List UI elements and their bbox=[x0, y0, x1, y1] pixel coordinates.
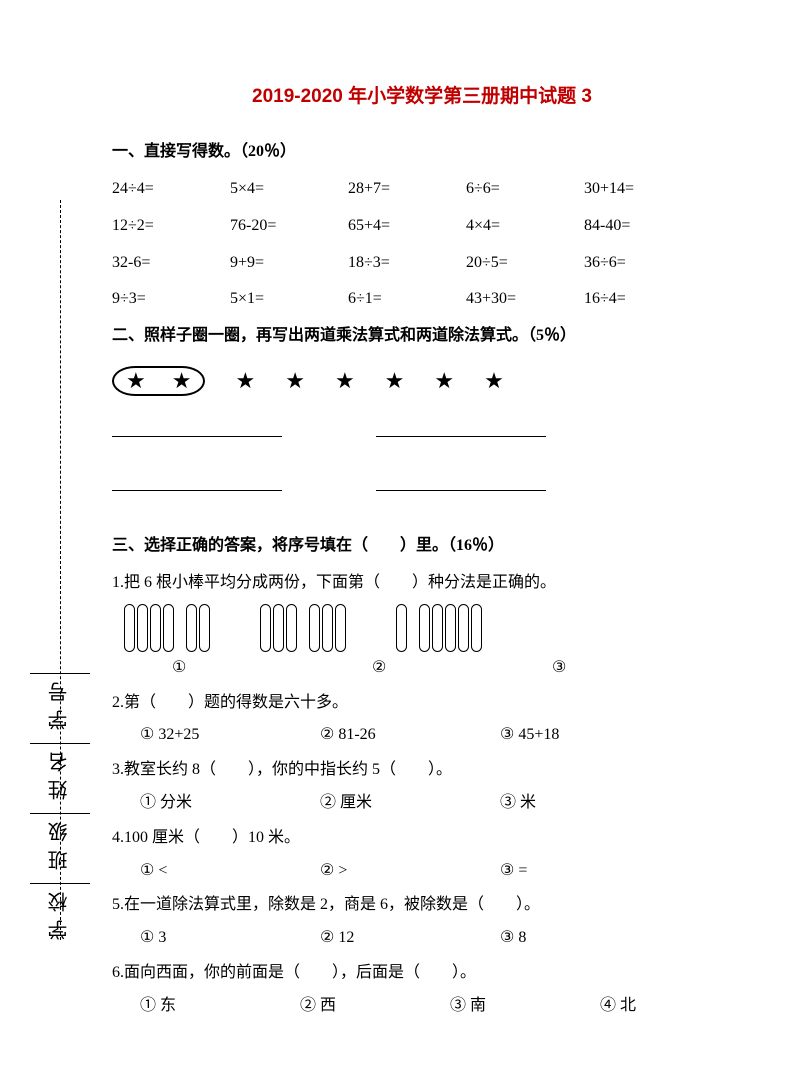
eq: 5×1= bbox=[230, 285, 348, 314]
opt-label: ② bbox=[372, 654, 552, 683]
eq: 9+9= bbox=[230, 249, 348, 278]
eq: 30+14= bbox=[584, 175, 702, 204]
opt: ① 32+25 bbox=[140, 721, 320, 750]
eq-row: 12÷2= 76-20= 65+4= 4×4= 84-40= bbox=[112, 212, 732, 241]
section-3-head: 三、选择正确的答案，将序号填在（ ）里。（16％） bbox=[112, 532, 732, 561]
eq-row: 32-6= 9+9= 18÷3= 20÷5= 36÷6= bbox=[112, 249, 732, 278]
eq: 84-40= bbox=[584, 212, 702, 241]
exam-title: 2019-2020 年小学数学第三册期中试题 3 bbox=[112, 80, 732, 114]
q4-opts: ① < ② > ③ = bbox=[140, 857, 732, 886]
star-icon: ★ bbox=[126, 368, 146, 394]
opt: ① 分米 bbox=[140, 789, 320, 818]
answer-blank[interactable] bbox=[376, 415, 546, 437]
opt: ③ 南 bbox=[450, 992, 600, 1021]
star-icon: ★ bbox=[434, 361, 454, 401]
opt: ④ 北 bbox=[600, 992, 636, 1021]
eq: 5×4= bbox=[230, 175, 348, 204]
sidebar-vertical-labels: 学校 班级 姓名 学号 bbox=[30, 673, 90, 940]
label-class: 班级 bbox=[49, 814, 71, 870]
q4-text: 4.100 厘米（ ）10 米。 bbox=[112, 824, 732, 853]
eq-row: 9÷3= 5×1= 6÷1= 43+30= 16÷4= bbox=[112, 285, 732, 314]
section-2-head: 二、照样子圈一圈，再写出两道乘法算式和两道除法算式。（5％） bbox=[112, 322, 732, 351]
star-icon: ★ bbox=[335, 361, 355, 401]
eq: 24÷4= bbox=[112, 175, 230, 204]
opt: ② 12 bbox=[320, 924, 500, 953]
section-1-head: 一、直接写得数。（20％） bbox=[112, 138, 732, 167]
opt-label: ① bbox=[172, 654, 372, 683]
eq: 32-6= bbox=[112, 249, 230, 278]
star-icon: ★ bbox=[172, 368, 192, 394]
opt: ② 厘米 bbox=[320, 789, 500, 818]
opt: ② 81-26 bbox=[320, 721, 500, 750]
q1-text: 1.把 6 根小棒平均分成两份，下面第（ ）种分法是正确的。 bbox=[112, 569, 732, 598]
eq-row: 24÷4= 5×4= 28+7= 6÷6= 30+14= bbox=[112, 175, 732, 204]
opt-label: ③ bbox=[552, 654, 566, 683]
eq: 4×4= bbox=[466, 212, 584, 241]
eq: 76-20= bbox=[230, 212, 348, 241]
q1-choice-1 bbox=[124, 604, 210, 652]
q2-opts: ① 32+25 ② 81-26 ③ 45+18 bbox=[140, 721, 732, 750]
eq: 16÷4= bbox=[584, 285, 702, 314]
student-info-sidebar: 学校 班级 姓名 学号 bbox=[30, 140, 90, 940]
eq: 6÷6= bbox=[466, 175, 584, 204]
opt: ① < bbox=[140, 857, 320, 886]
q3-opts: ① 分米 ② 厘米 ③ 米 bbox=[140, 789, 732, 818]
label-number: 学号 bbox=[49, 674, 71, 730]
opt: ① 东 bbox=[140, 992, 300, 1021]
q1-choice-3 bbox=[396, 604, 482, 652]
opt: ③ = bbox=[500, 857, 527, 886]
exam-page: 2019-2020 年小学数学第三册期中试题 3 一、直接写得数。（20％） 2… bbox=[112, 80, 732, 1027]
eq: 18÷3= bbox=[348, 249, 466, 278]
opt: ① 3 bbox=[140, 924, 320, 953]
q5-text: 5.在一道除法算式里，除数是 2，商是 6，被除数是（ ）。 bbox=[112, 891, 732, 920]
q1-choice-2 bbox=[260, 604, 346, 652]
answer-blank[interactable] bbox=[112, 415, 282, 437]
q6-text: 6.面向西面，你的前面是（ ），后面是（ ）。 bbox=[112, 959, 732, 988]
q6-opts: ① 东 ② 西 ③ 南 ④ 北 bbox=[140, 992, 732, 1021]
q1-labels: ① ② ③ bbox=[112, 654, 732, 683]
opt: ② 西 bbox=[300, 992, 450, 1021]
answer-blank[interactable] bbox=[376, 469, 546, 491]
eq: 36÷6= bbox=[584, 249, 702, 278]
q1-sticks bbox=[124, 604, 732, 652]
answer-blanks bbox=[112, 415, 732, 525]
star-icon: ★ bbox=[285, 361, 305, 401]
opt: ③ 8 bbox=[500, 924, 526, 953]
star-icon: ★ bbox=[484, 361, 504, 401]
eq: 12÷2= bbox=[112, 212, 230, 241]
opt: ③ 45+18 bbox=[500, 721, 559, 750]
opt: ② > bbox=[320, 857, 500, 886]
eq: 28+7= bbox=[348, 175, 466, 204]
star-icon: ★ bbox=[385, 361, 405, 401]
eq: 65+4= bbox=[348, 212, 466, 241]
answer-blank[interactable] bbox=[112, 469, 282, 491]
eq: 6÷1= bbox=[348, 285, 466, 314]
q5-opts: ① 3 ② 12 ③ 8 bbox=[140, 924, 732, 953]
stars-row: ★ ★ ★ ★ ★ ★ ★ ★ bbox=[112, 361, 732, 401]
opt: ③ 米 bbox=[500, 789, 536, 818]
eq: 9÷3= bbox=[112, 285, 230, 314]
eq: 43+30= bbox=[466, 285, 584, 314]
label-school: 学校 bbox=[49, 884, 71, 940]
label-name: 姓名 bbox=[49, 744, 71, 800]
star-icon: ★ bbox=[235, 361, 255, 401]
q3-text: 3.教室长约 8（ ），你的中指长约 5（ ）。 bbox=[112, 756, 732, 785]
stars-circled: ★ ★ bbox=[112, 366, 205, 396]
q2-text: 2.第（ ）题的得数是六十多。 bbox=[112, 689, 732, 718]
section-1-grid: 24÷4= 5×4= 28+7= 6÷6= 30+14= 12÷2= 76-20… bbox=[112, 175, 732, 314]
eq: 20÷5= bbox=[466, 249, 584, 278]
